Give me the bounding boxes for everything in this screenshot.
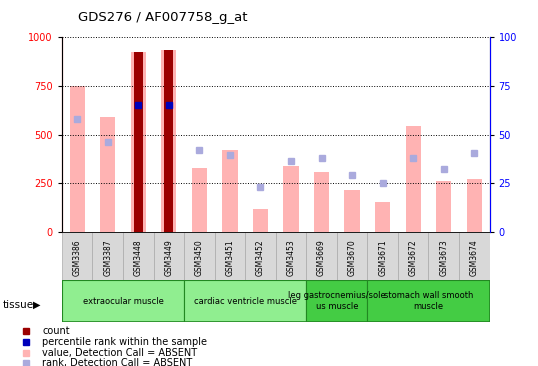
- Bar: [133, 52, 143, 232]
- Text: GSM3386: GSM3386: [73, 239, 82, 276]
- Text: GSM3450: GSM3450: [195, 239, 204, 276]
- Text: GSM3673: GSM3673: [439, 239, 448, 276]
- Text: GSM3452: GSM3452: [256, 239, 265, 276]
- Bar: [161, 50, 176, 232]
- Text: GSM3669: GSM3669: [317, 239, 326, 276]
- Text: cardiac ventricle muscle: cardiac ventricle muscle: [194, 296, 296, 306]
- Bar: [253, 209, 268, 232]
- Bar: [164, 50, 173, 232]
- Bar: [184, 232, 215, 280]
- Text: GDS276 / AF007758_g_at: GDS276 / AF007758_g_at: [78, 11, 247, 24]
- Bar: [459, 232, 490, 280]
- Bar: [284, 166, 299, 232]
- Bar: [131, 52, 146, 232]
- Bar: [375, 202, 390, 232]
- Bar: [398, 232, 428, 280]
- Bar: [184, 280, 306, 322]
- Bar: [344, 190, 360, 232]
- Text: GSM3387: GSM3387: [103, 239, 112, 276]
- Bar: [466, 179, 482, 232]
- Text: rank, Detection Call = ABSENT: rank, Detection Call = ABSENT: [43, 358, 193, 366]
- Text: ▶: ▶: [33, 299, 40, 310]
- Text: leg gastrocnemius/sole
us muscle: leg gastrocnemius/sole us muscle: [288, 291, 386, 311]
- Text: GSM3448: GSM3448: [134, 239, 143, 276]
- Bar: [306, 232, 337, 280]
- Text: GSM3451: GSM3451: [225, 239, 235, 276]
- Text: GSM3674: GSM3674: [470, 239, 479, 276]
- Bar: [436, 180, 451, 232]
- Bar: [153, 232, 184, 280]
- Text: GSM3671: GSM3671: [378, 239, 387, 276]
- Bar: [367, 232, 398, 280]
- Bar: [337, 232, 367, 280]
- Bar: [276, 232, 306, 280]
- Text: GSM3453: GSM3453: [287, 239, 295, 276]
- Text: value, Detection Call = ABSENT: value, Detection Call = ABSENT: [43, 348, 197, 358]
- Bar: [69, 86, 85, 232]
- Bar: [406, 126, 421, 232]
- Bar: [93, 232, 123, 280]
- Text: GSM3670: GSM3670: [348, 239, 357, 276]
- Bar: [123, 232, 153, 280]
- Bar: [215, 232, 245, 280]
- Bar: [428, 232, 459, 280]
- Bar: [245, 232, 275, 280]
- Bar: [62, 232, 93, 280]
- Bar: [314, 172, 329, 232]
- Text: stomach wall smooth
muscle: stomach wall smooth muscle: [384, 291, 473, 311]
- Bar: [367, 280, 490, 322]
- Bar: [306, 280, 367, 322]
- Text: extraocular muscle: extraocular muscle: [82, 296, 164, 306]
- Text: percentile rank within the sample: percentile rank within the sample: [43, 337, 207, 347]
- Bar: [222, 150, 238, 232]
- Text: GSM3672: GSM3672: [409, 239, 417, 276]
- Bar: [100, 117, 115, 232]
- Bar: [62, 280, 184, 322]
- Text: tissue: tissue: [3, 299, 34, 310]
- Bar: [192, 168, 207, 232]
- Text: GSM3449: GSM3449: [164, 239, 173, 276]
- Text: count: count: [43, 326, 70, 336]
